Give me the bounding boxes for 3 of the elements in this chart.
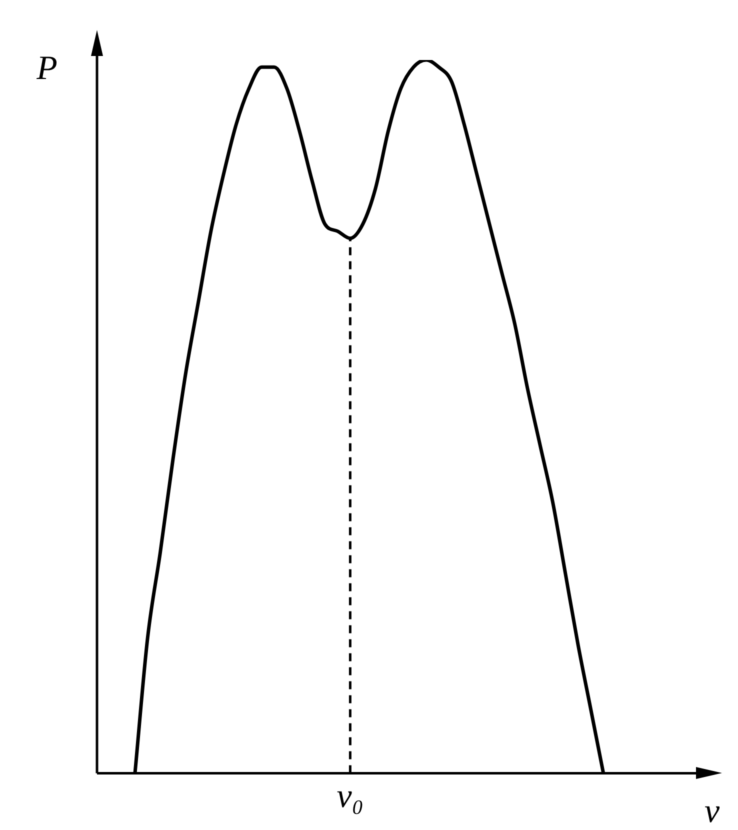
x-axis-title: ν [704, 793, 720, 830]
text: ν₀ [336, 778, 364, 816]
y-axis-title: P [36, 50, 58, 87]
